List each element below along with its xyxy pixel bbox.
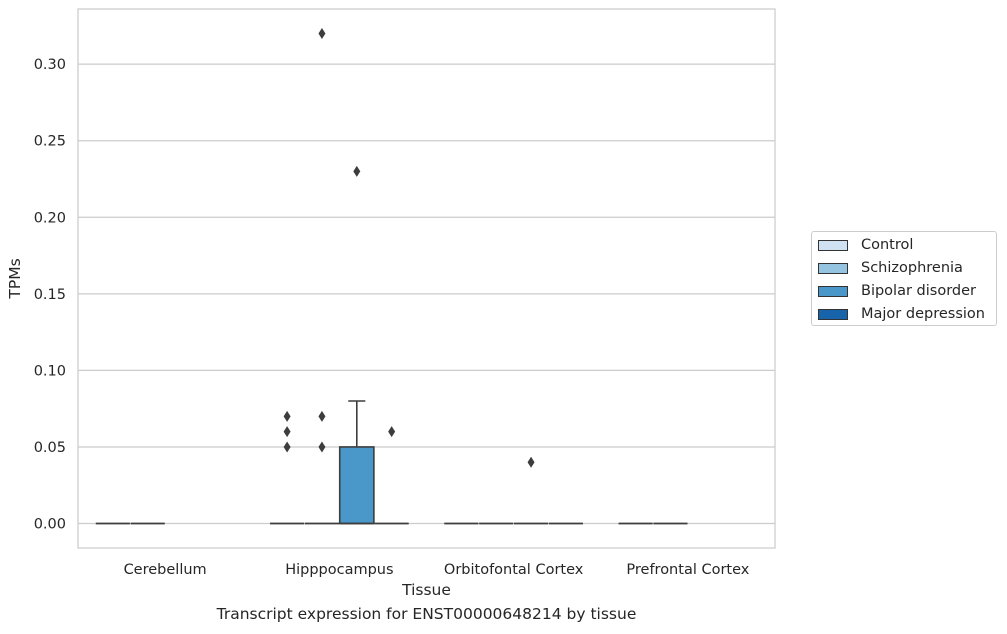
box-1-3 bbox=[374, 426, 409, 525]
x-tick-label: Cerebellum bbox=[124, 562, 207, 578]
x-tick-label: Prefrontal Cortex bbox=[626, 562, 749, 578]
legend-swatch bbox=[818, 285, 848, 297]
outlier-marker bbox=[283, 410, 291, 422]
outlier-marker bbox=[318, 28, 326, 39]
outlier-marker bbox=[318, 410, 326, 422]
box-marks bbox=[95, 28, 688, 525]
y-tick-label: 0.20 bbox=[34, 210, 66, 226]
y-tick-label: 0.05 bbox=[34, 440, 66, 456]
outlier-marker bbox=[527, 456, 535, 468]
box-body bbox=[338, 446, 375, 525]
y-axis-ticks: 0.00 0.05 0.10 0.15 0.20 0.25 0.30 bbox=[34, 57, 66, 532]
chart-caption: Transcript expression for ENST0000064821… bbox=[216, 605, 637, 623]
box-2-2 bbox=[513, 456, 549, 525]
y-tick-label: 0.25 bbox=[34, 134, 66, 150]
y-tick-label: 0.00 bbox=[34, 517, 66, 533]
legend-item: Control bbox=[818, 236, 913, 254]
y-tick-label: 0.30 bbox=[34, 57, 66, 73]
legend-label: Schizophrenia bbox=[861, 260, 963, 276]
x-axis-ticks: Cerebellum Hipppocampus Orbitofontal Corte… bbox=[124, 562, 750, 578]
x-tick-label: Orbitofontal Cortex bbox=[444, 562, 584, 578]
outlier-marker bbox=[318, 441, 326, 453]
legend-label: Bipolar disorder bbox=[861, 283, 976, 299]
outlier-marker bbox=[283, 441, 291, 453]
y-tick-label: 0.10 bbox=[34, 363, 66, 379]
box-1-2 bbox=[338, 165, 375, 525]
x-axis-label: Tissue bbox=[401, 581, 451, 599]
legend: Control Schizophrenia Bipolar disorder Majo… bbox=[811, 231, 997, 326]
legend-swatch bbox=[818, 262, 848, 274]
y-tick-label: 0.15 bbox=[34, 287, 66, 303]
legend-label: Control bbox=[861, 237, 914, 253]
box-1-0 bbox=[270, 410, 305, 525]
legend-item: Bipolar disorder bbox=[818, 282, 976, 300]
y-axis-label: TPMs bbox=[6, 258, 24, 299]
x-tick-label: Hipppocampus bbox=[285, 562, 393, 578]
outlier-marker bbox=[388, 426, 396, 438]
outlier-marker bbox=[353, 165, 361, 177]
box-1-1 bbox=[304, 28, 340, 525]
plot-frame bbox=[77, 8, 776, 549]
legend-swatch bbox=[818, 239, 848, 251]
legend-item: Major depression bbox=[818, 305, 985, 323]
legend-item: Schizophrenia bbox=[818, 259, 963, 277]
legend-swatch bbox=[818, 308, 848, 320]
outlier-marker bbox=[283, 426, 291, 438]
legend-label: Major depression bbox=[861, 306, 985, 322]
grid-lines bbox=[78, 63, 775, 525]
